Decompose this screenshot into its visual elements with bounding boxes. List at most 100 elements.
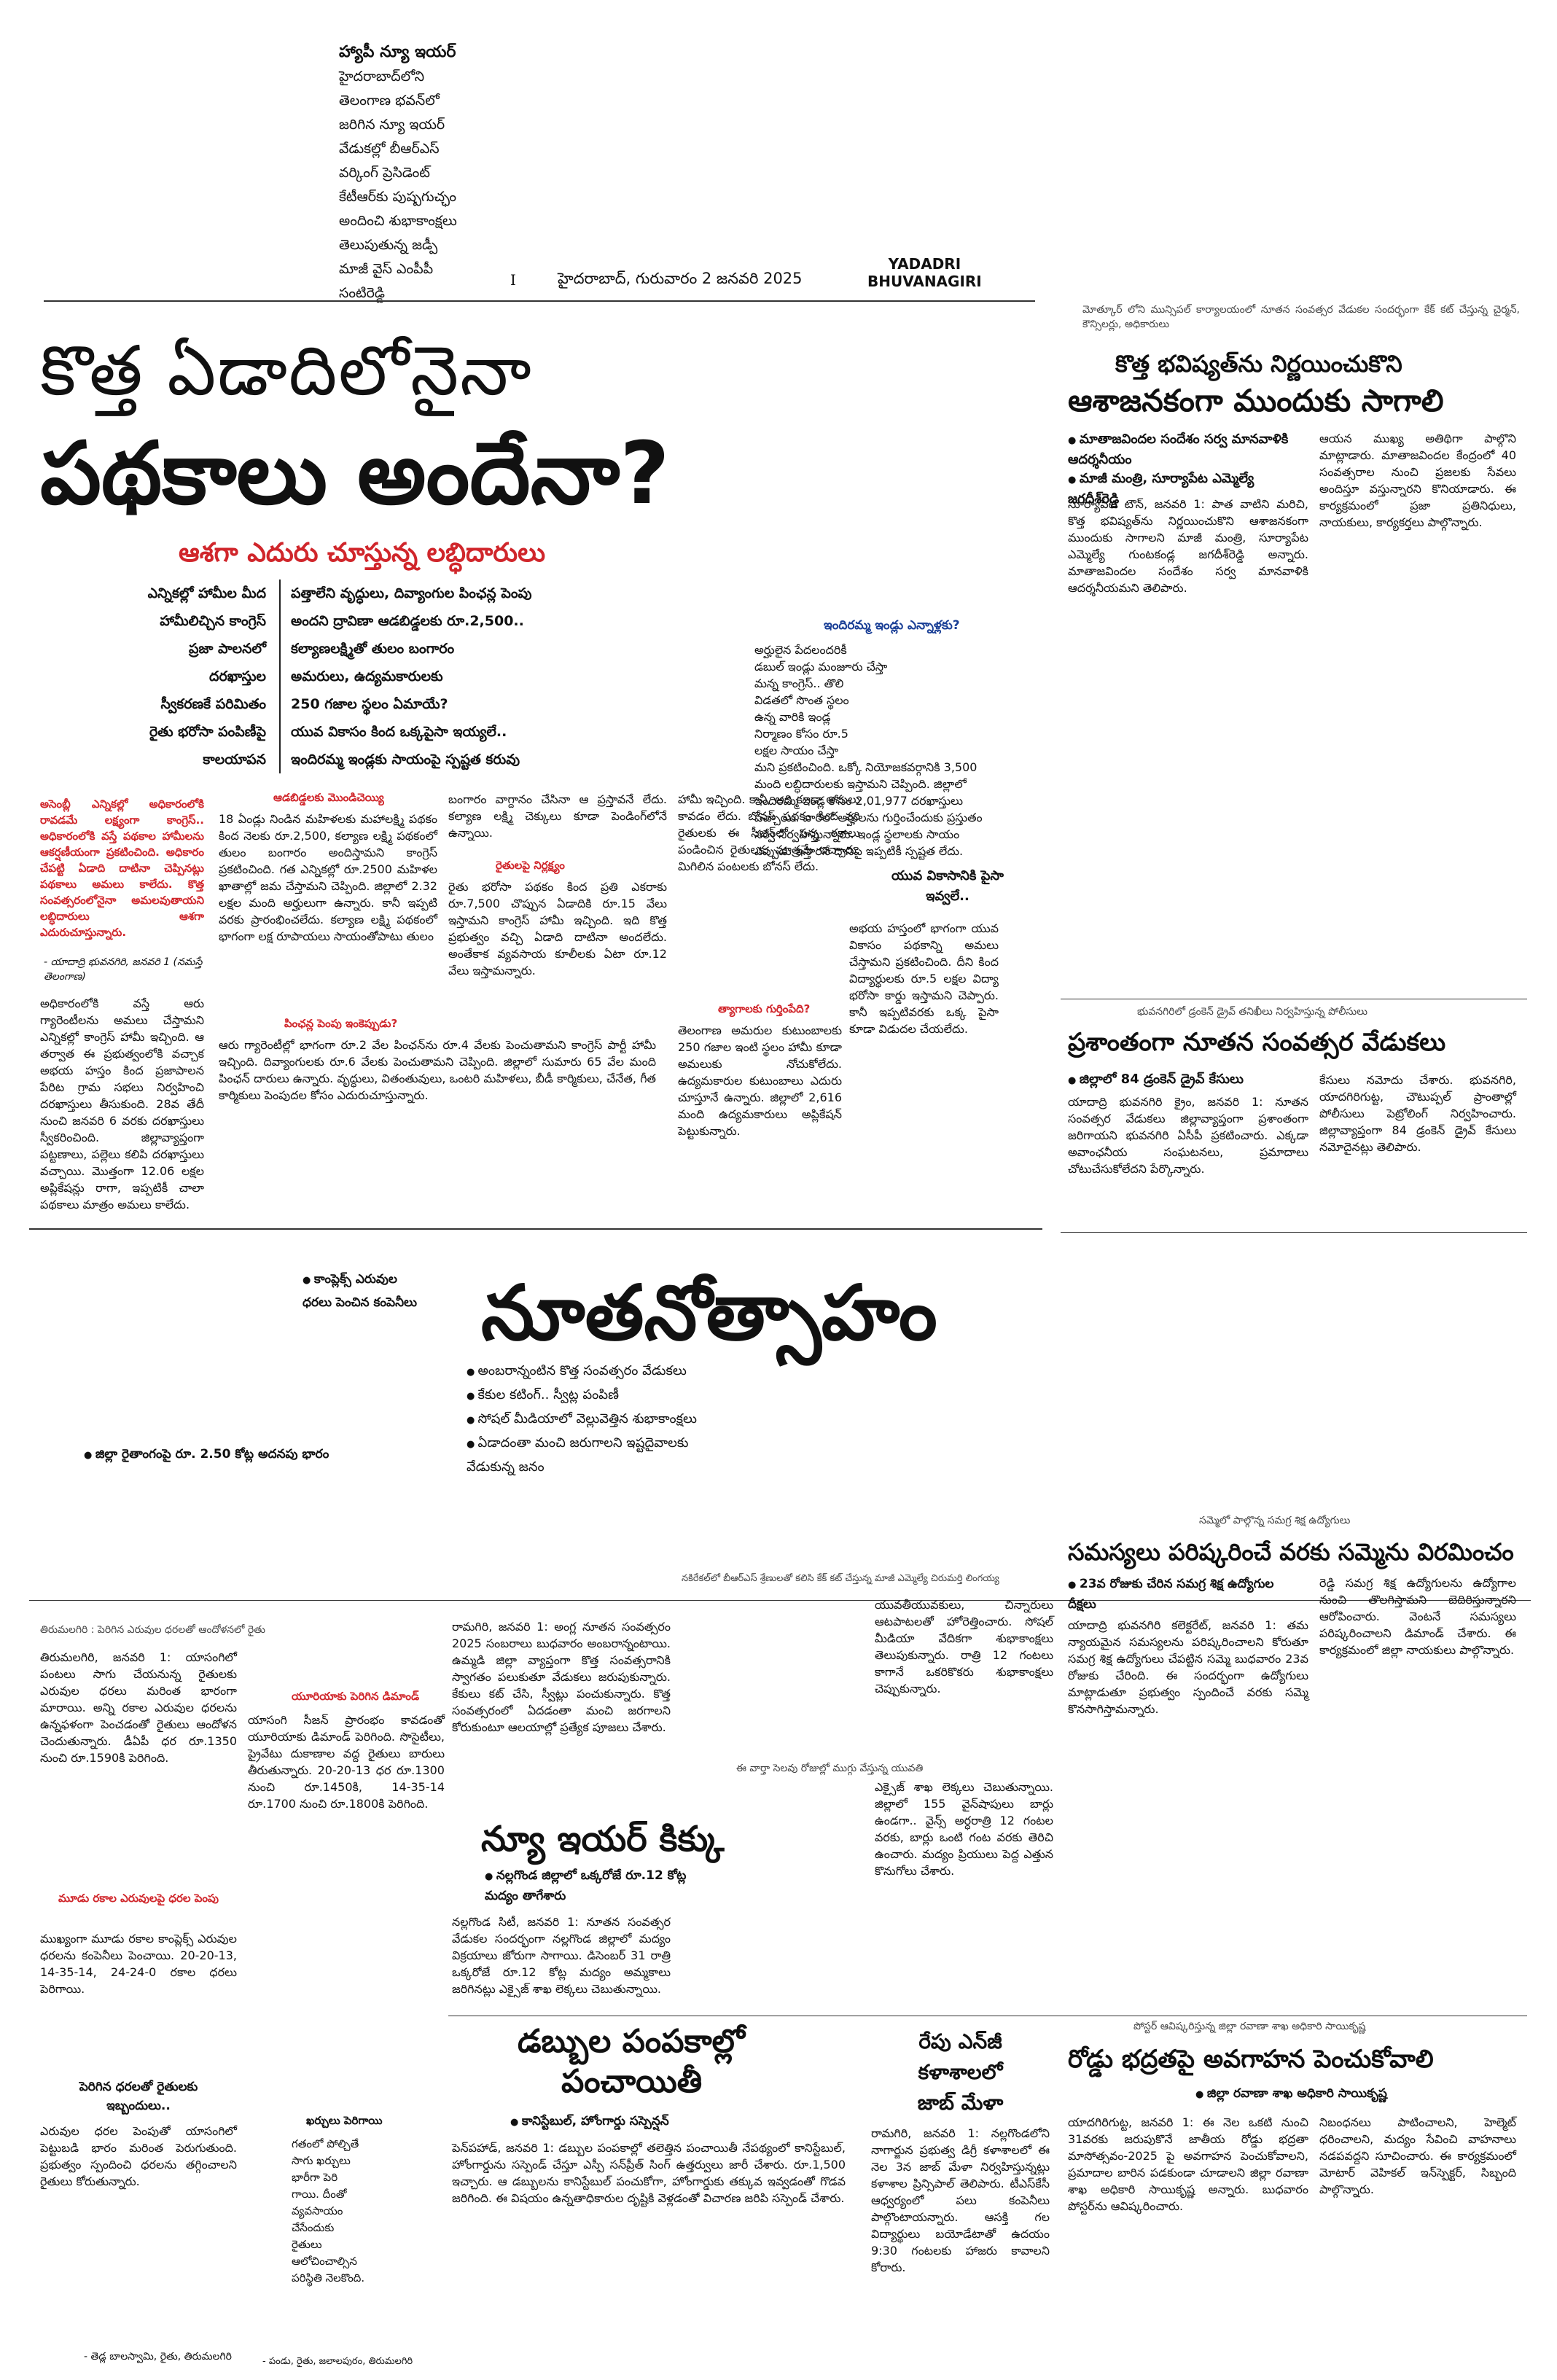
- police-headline-1: డబ్బుల పంపకాల్లో: [518, 2023, 745, 2060]
- highlight-right: కల్యాణలక్ష్మితో తులం బంగారం: [291, 641, 455, 657]
- pension-text: ఆరు గ్యారెంటీల్లో భాగంగా రూ.2 వేల పింఛన్…: [219, 1038, 656, 1102]
- right-top-bullet: మాతాజవిందల సందేశం సర్వ మానవాళికి ఆదర్శనీ…: [1068, 430, 1308, 469]
- beer-text: నల్లగొండ సిటీ, జనవరి 1: నూతన సంవత్సర వేడ…: [452, 1915, 671, 1996]
- feature-caption: ఈ వార్తా సెలవు రోజుల్లో ముగ్గు వేస్తున్న…: [736, 1763, 924, 1774]
- indiramma-line: సర్వే నిర్వహిస్తున్నారు. ఇండ్ల స్థలాలకు …: [754, 827, 960, 841]
- jobmela-headline-1: రేపు ఎన్‌జీ: [918, 2029, 1002, 2053]
- lead-col2-kicker: ఆడబిడ్డలకు మొండిచెయ్యి: [273, 791, 384, 804]
- highlight-right: 250 గజాల స్థలం ఏమాయే?: [291, 696, 448, 712]
- brief-line: సంటిరెడ్డి: [339, 285, 385, 301]
- police-text: పెన్‌పహాడ్, జనవరి 1: డబ్బుల పంపకాల్లో తల…: [452, 2141, 846, 2205]
- samagra-text: యాదాద్రి భువనగిరి కలెక్టరేట్, జనవరి 1: త…: [1068, 1618, 1308, 1716]
- prices-list: గతంలో పోల్చితే సాగు ఖర్చులు భారీగా పెరి గాయ…: [292, 2136, 364, 2287]
- highlight-row: ఎన్నికల్లో హామీల మీద పత్తాలేని వృద్ధులు, …: [40, 580, 711, 607]
- lead-col2: 18 ఏండ్లు నిండిన మహిళలకు మహాలక్ష్మి పథకం…: [219, 812, 437, 943]
- right-top-headline-1: కొత్త భవిష్యత్‌ను నిర్ణయించుకొని: [1115, 350, 1402, 378]
- beer-text-right: ఎక్సైజ్ శాఖ లెక్కలు చెబుతున్నాయి. జిల్లా…: [875, 1780, 1053, 1878]
- highlight-row: హామీలిచ్చిన కాంగ్రెస్ అందని ద్రావిణా ఆడబి…: [40, 607, 711, 635]
- lead-highlights-table: ఎన్నికల్లో హామీల మీద పత్తాలేని వృద్ధులు, …: [40, 580, 711, 773]
- feature-left-bullets: కాంప్లెక్స్ ఎరువుల ధరలు పెంచిన కంపెనీలు: [303, 1268, 417, 1314]
- lead-headline-1: కొత్త ఏడాదిలోనైనా: [40, 332, 533, 411]
- feature-bullet: అంబరాన్నంటిన కొత్త సంవత్సరం వేడుకలు: [467, 1359, 707, 1384]
- indiramma-line: లక్షల సాయం చేస్తా: [754, 744, 839, 757]
- masthead-rule: [44, 300, 1035, 302]
- highlight-row: దరఖాస్తుల అమరులు, ఉద్యమకారులకు: [40, 663, 711, 690]
- rythu-text: రైతు భరోసా పథకం కింద ప్రతి ఎకరాకు రూ.7,5…: [448, 880, 667, 978]
- jobmela-headline-2: కళాశాలలో: [918, 2060, 1003, 2084]
- brief-line: వేడుకల్లో బీఆర్ఎస్: [339, 141, 440, 157]
- right-mid-rule: [1061, 1232, 1527, 1233]
- police-headline-2: పంచాయితీ: [561, 2063, 703, 2100]
- masthead-brief: హ్యాపీ న్యూ ఇయర్ హైదరాబాద్‌లోని తెలంగాణ భ…: [339, 40, 521, 305]
- road-headline: రోడ్డు భద్రతపై అవగాహన పెంచుకోవాలి: [1068, 2045, 1434, 2074]
- prices-line: పరిస్థితి నెలకొంది.: [292, 2271, 365, 2285]
- fertilizer-kicker-3: యూరియాకు పెరిగిన డిమాండ్: [292, 1690, 420, 1703]
- right-top-headline-2: ఆశాజనకంగా ముందుకు సాగాలి: [1068, 383, 1444, 418]
- edition-line-1: YADADRI: [888, 255, 961, 273]
- jobmela-headline: రేపు ఎన్‌జీ కళాశాలలో జాబ్ మేళా: [871, 2026, 1050, 2118]
- beer-headline: న్యూ ఇయర్ కిక్కు: [481, 1819, 725, 1860]
- indiramma-line: విడతలో సొంత స్థలం: [754, 693, 849, 707]
- beer-caption: నకిరేకల్‌లో బీఆర్ఎస్ శ్రేణులతో కలిసి కేక…: [682, 1573, 999, 1584]
- fertilizer-text-1: తిరుమలగిరి, జనవరి 1: యాసంగిలో పంటలు సాగు…: [40, 1650, 237, 1765]
- pension-kicker: పింఛన్ల పెంపు ఇంకెప్పుడు?: [284, 1017, 398, 1030]
- indiramma-line: మని ప్రకటించింది. ఒక్కో నియోజకవర్గానికి …: [754, 760, 977, 774]
- rythu-kicker: రైతులపై నిర్లక్ష్యం: [496, 859, 565, 872]
- jobmela-text: రామగిరి, జనవరి 1: నల్లగొండలోని నాగార్జున…: [871, 2126, 1050, 2274]
- right-mid-headline: ప్రశాంతంగా నూతన సంవత్సర వేడుకలు: [1068, 1028, 1446, 1057]
- lead-col4: హామీ ఇచ్చింది. కానీ, అది కూడా అమలు కావడం…: [678, 792, 860, 873]
- right-mid-text-right: కేసులు నమోదు చేశారు. భువనగిరి, యాదగిరిగు…: [1319, 1073, 1516, 1154]
- indiramma-line: మన్న కాంగ్రెస్.. తొలి: [754, 676, 844, 690]
- lead-byline: - యాదాద్రి భువనగిరి, జనవరి 1 (నమస్తే తెల…: [44, 956, 203, 983]
- brief-line: కేటీఆర్‌కు పుష్పగుచ్ఛం: [339, 189, 457, 205]
- brief-line: వర్కింగ్ ప్రెసిడెంట్: [339, 165, 430, 181]
- samagra-text-right: రెడ్డి సమగ్ర శిక్ష ఉద్యోగులను ఉద్యోగాల న…: [1319, 1576, 1516, 1657]
- samagra-caption: సమ్మెలో పాల్గొన్న సమగ్ర శిక్ష ఉద్యోగులు: [1199, 1515, 1351, 1526]
- fertilizer-kicker-1: మూడు రకాల ఎరువులపై ధరల పెంపు: [58, 1892, 219, 1905]
- yuva-text: అభయ హస్తంలో భాగంగా యువ వికాసం పథకాన్ని అ…: [849, 921, 999, 1036]
- page-number: I: [510, 271, 516, 289]
- highlight-row: రైతు భరోసా పంపిణీపై యువ వికాసం కింద ఒక్కప…: [40, 718, 711, 746]
- highlight-left: రైతు భరోసా పంపిణీపై: [40, 718, 281, 746]
- prices-line: ఆలోచించాల్సిన: [292, 2255, 357, 2268]
- road-caption: పోస్టర్ ఆవిష్కరిస్తున్న జిల్లా రవాణా శాఖ…: [1133, 2021, 1366, 2032]
- brief-line: హైదరాబాద్‌లోని: [339, 69, 425, 85]
- brief-line: జరిగిన న్యూ ఇయర్: [339, 117, 445, 133]
- prices-byline: - పండు, రైతు, జలాలపురం, తిరుమలగిరి: [262, 2356, 413, 2367]
- highlight-right: అందని ద్రావిణా ఆడబిడ్డలకు రూ.2,500..: [291, 613, 524, 629]
- feature-text: రామగిరి, జనవరి 1: అంగ్ల నూతన సంవత్సరం 20…: [452, 1620, 671, 1734]
- highlight-row: స్వీకరణకే పరిమితం 250 గజాల స్థలం ఏమాయే?: [40, 690, 711, 718]
- highlight-right: అమరులు, ఉద్యమకారులకు: [291, 668, 443, 684]
- indiramma-line: నిర్మాణం కోసం రూ.5: [754, 727, 848, 741]
- brief-title: హ్యాపీ న్యూ ఇయర్: [339, 43, 456, 61]
- highlight-left: ప్రజా పాలనలో: [40, 635, 281, 663]
- lead-subhead: ఆశగా ఎదురు చూస్తున్న లబ్ధిదారులు: [179, 538, 546, 568]
- feature-bullets: అంబరాన్నంటిన కొత్త సంవత్సరం వేడుకలుకేకుల…: [467, 1359, 707, 1478]
- right-top-caption: మోత్కూర్ లోని మున్సిపల్ కార్యాలయంలో నూతన…: [1082, 304, 1520, 330]
- feature-bullet: కేకుల కటింగ్.. స్వీట్ల పంపిణీ: [467, 1384, 707, 1408]
- feature-left-bullet-1b: ధరలు పెంచిన కంపెనీలు: [303, 1295, 417, 1310]
- highlight-row: ప్రజా పాలనలో కల్యాణలక్ష్మితో తులం బంగారం: [40, 635, 711, 663]
- indiramma-text: అర్హులైన పేదలందరికీ డబుల్ ఇండ్లు మంజూరు చ…: [754, 641, 983, 859]
- feature-rule: [29, 1600, 1531, 1601]
- highlight-left: కాలయాపన: [40, 746, 281, 773]
- edition-line-2: BHUVANAGIRI: [867, 273, 982, 290]
- indiramma-line: ఇందిరమ్మ ఇండ్ల కోసం 2,01,977 దరఖాస్తులు: [754, 794, 964, 808]
- feature-headline: నూతనోత్సాహం: [481, 1268, 937, 1357]
- lead-headline-2: పథకాలు అందేనా?: [40, 423, 670, 523]
- fertilizer-text-4: యాసంగి సీజన్ ప్రారంభం కావడంతో యూరియాకు డ…: [248, 1713, 445, 1811]
- samagra-headline: సమస్యలు పరిష్కరించే వరకు సమ్మెను విరమించ…: [1068, 1538, 1514, 1566]
- right-mid-caption: భువనగిరిలో డ్రంకెన్ డ్రైవ్ తనిఖీలు నిర్వ…: [1137, 1006, 1367, 1018]
- right-top-bullet: మాజీ మంత్రి, సూర్యాపేట ఎమ్మెల్యే జగదీశ్‌…: [1068, 469, 1308, 509]
- indiramma-line: ఉన్న వారికి ఇండ్ల: [754, 710, 831, 724]
- beer-bullet: నల్లగొండ జిల్లాలో ఒక్కరోజే రూ.12 కోట్ల మ…: [485, 1866, 689, 1905]
- prices-line: వ్యవసాయం: [292, 2204, 343, 2217]
- indiramma-line: అర్హులైన పేదలందరికీ: [754, 643, 847, 657]
- prices-line: సాగు ఖర్చులు: [292, 2154, 351, 2167]
- fertilizer-byline: - తెడ్ల బాలస్వామి, రైతు, తిరుమలగిరి: [84, 2351, 232, 2363]
- highlight-left: హామీలిచ్చిన కాంగ్రెస్: [40, 607, 281, 635]
- brief-line: అందించి శుభాకాంక్షలు: [339, 213, 457, 229]
- highlight-right: యువ వికాసం కింద ఒక్కపైసా ఇయ్యలే..: [291, 724, 507, 740]
- road-text: యాదగిరిగుట్ట, జనవరి 1: ఈ నెల ఒకటి నుంచి …: [1068, 2115, 1308, 2213]
- prices-line: గతంలో పోల్చితే: [292, 2137, 359, 2150]
